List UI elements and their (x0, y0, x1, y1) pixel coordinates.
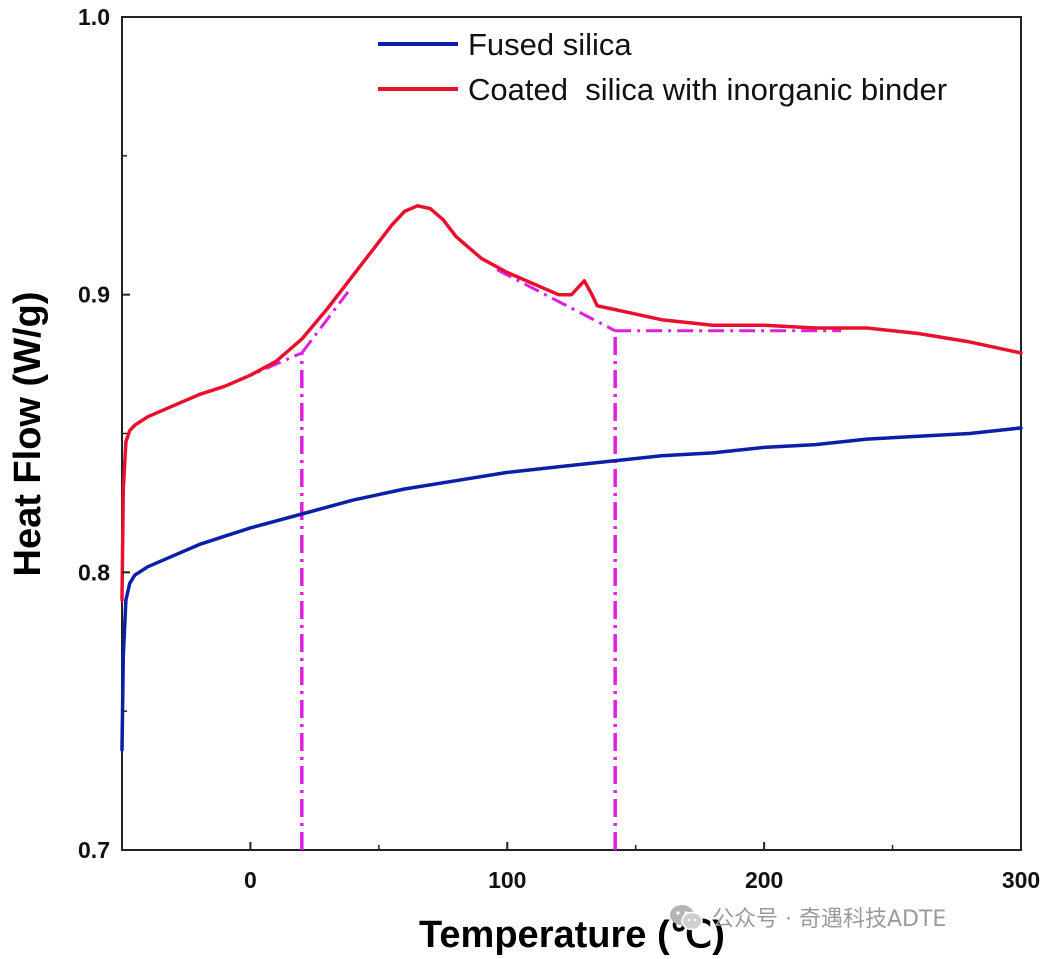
legend: Fused silica Coated silica with inorganic… (378, 27, 947, 107)
y-axis-title: Heat Flow (W/g) (7, 292, 49, 577)
tangent-line (496, 268, 616, 333)
plot-frame (121, 16, 1022, 851)
y-tick-label: 0.8 (78, 559, 110, 585)
y-tick-label: 0.7 (78, 837, 110, 863)
x-tick-label: 100 (488, 867, 526, 893)
watermark-text: 公众号 · 奇遇科技ADTE (712, 907, 947, 932)
legend-label: Coated silica with inorganic binder (468, 72, 947, 107)
series-line-2 (120, 204, 1023, 602)
wechat-icon (670, 905, 703, 931)
legend-label: Fused silica (468, 27, 632, 62)
x-tick-label: 300 (1002, 867, 1040, 893)
x-tick-label: 0 (244, 867, 257, 893)
series-line-1 (120, 426, 1023, 752)
y-tick-label: 0.9 (78, 282, 110, 308)
tangent-line (300, 290, 350, 354)
x-tick-label: 200 (745, 867, 783, 893)
watermark: 公众号 · 奇遇科技ADTE (668, 899, 1028, 935)
y-tick-label: 1.0 (78, 4, 110, 30)
